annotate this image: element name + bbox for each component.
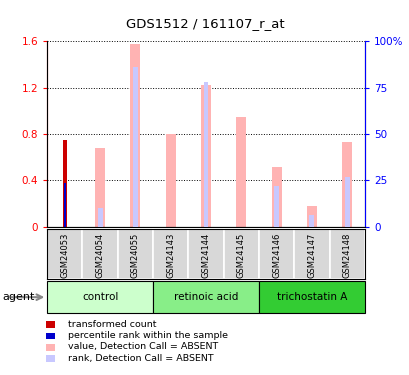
Bar [271,166,281,227]
Text: value, Detection Call = ABSENT: value, Detection Call = ABSENT [67,342,217,351]
Bar [62,140,67,227]
Text: GSM24147: GSM24147 [307,232,316,278]
Text: GSM24053: GSM24053 [60,232,69,278]
Bar [153,281,258,313]
Bar [344,177,349,227]
Bar [294,229,329,279]
Text: control: control [82,292,118,302]
Bar [236,117,246,227]
Text: agent: agent [2,292,34,302]
Bar [309,215,314,227]
Bar [258,281,364,313]
Bar [188,229,223,279]
Text: trichostatin A: trichostatin A [276,292,346,302]
Bar [165,134,175,227]
Bar [223,229,258,279]
Bar [306,206,316,227]
Text: GSM24144: GSM24144 [201,232,210,278]
Bar [117,229,153,279]
Text: GSM24146: GSM24146 [272,232,281,278]
Bar [47,229,82,279]
Bar [133,67,137,227]
Bar [329,229,364,279]
Text: transformed count: transformed count [67,320,156,329]
Bar [95,148,105,227]
Text: retinoic acid: retinoic acid [173,292,238,302]
Text: GSM24143: GSM24143 [166,232,175,278]
Bar [47,281,153,313]
Text: rank, Detection Call = ABSENT: rank, Detection Call = ABSENT [67,354,213,363]
Bar [203,82,208,227]
Bar [130,44,140,227]
Bar [63,183,66,227]
Bar [342,142,351,227]
Bar [82,229,117,279]
Bar [274,186,279,227]
Text: percentile rank within the sample: percentile rank within the sample [67,331,227,340]
Bar [200,86,211,227]
Text: GDS1512 / 161107_r_at: GDS1512 / 161107_r_at [126,17,283,30]
Text: GSM24145: GSM24145 [236,232,245,278]
Bar [258,229,294,279]
Bar [97,209,102,227]
Text: GSM24148: GSM24148 [342,232,351,278]
Text: GSM24054: GSM24054 [95,232,104,278]
Bar [153,229,188,279]
Text: GSM24055: GSM24055 [130,232,139,278]
